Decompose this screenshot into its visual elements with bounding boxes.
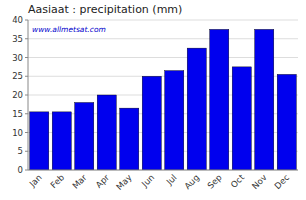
grid-line	[28, 170, 298, 171]
chart-container: Aasiaat : precipitation (mm) 0 5 10 15 20 25 30…	[0, 0, 306, 200]
y-tick-label: 25	[12, 71, 23, 81]
bar	[30, 112, 49, 170]
y-tick-label: 35	[12, 34, 23, 44]
bar	[97, 95, 116, 170]
watermark: www.allmetsat.com	[32, 25, 106, 34]
y-tick-label: 40	[12, 15, 23, 25]
x-tick-label: Jul	[164, 172, 179, 187]
x-tick-label: Dec	[272, 172, 291, 191]
x-tick-label: Mar	[70, 172, 89, 191]
y-tick-label: 30	[12, 53, 23, 63]
bar	[120, 108, 139, 170]
y-tick-label: 0	[18, 165, 23, 175]
x-tick-label: Aug	[182, 172, 201, 191]
bar	[52, 112, 71, 170]
bar	[210, 29, 229, 170]
x-tick-label: Jun	[139, 172, 156, 189]
bar	[232, 67, 251, 170]
x-tick-label: Nov	[250, 172, 269, 191]
bar	[75, 103, 94, 171]
grid	[28, 20, 298, 170]
y-tick-label: 5	[18, 146, 23, 156]
title: Aasiaat : precipitation (mm)	[28, 3, 182, 16]
y-tick-label: 15	[12, 109, 23, 119]
bar	[255, 29, 274, 170]
bar	[187, 48, 206, 170]
x-tick-label: Sep	[205, 172, 223, 190]
y-tick-label: 20	[12, 90, 23, 100]
y-axis	[28, 20, 29, 170]
x-tick-label: Feb	[48, 172, 66, 190]
y-tick-label: 10	[12, 128, 23, 138]
x-tick-label: May	[114, 172, 134, 192]
x-axis	[28, 170, 298, 171]
chart: Aasiaat : precipitation (mm) 0 5 10 15 20 25 30…	[0, 0, 306, 200]
x-tick-label: Jan	[27, 172, 44, 189]
grid-line	[28, 20, 298, 21]
bar	[142, 76, 161, 170]
x-tick-label: Apr	[94, 172, 112, 190]
bar	[277, 74, 296, 170]
bars	[30, 29, 297, 170]
x-tick-label: Oct	[229, 172, 247, 190]
bar	[165, 71, 184, 170]
